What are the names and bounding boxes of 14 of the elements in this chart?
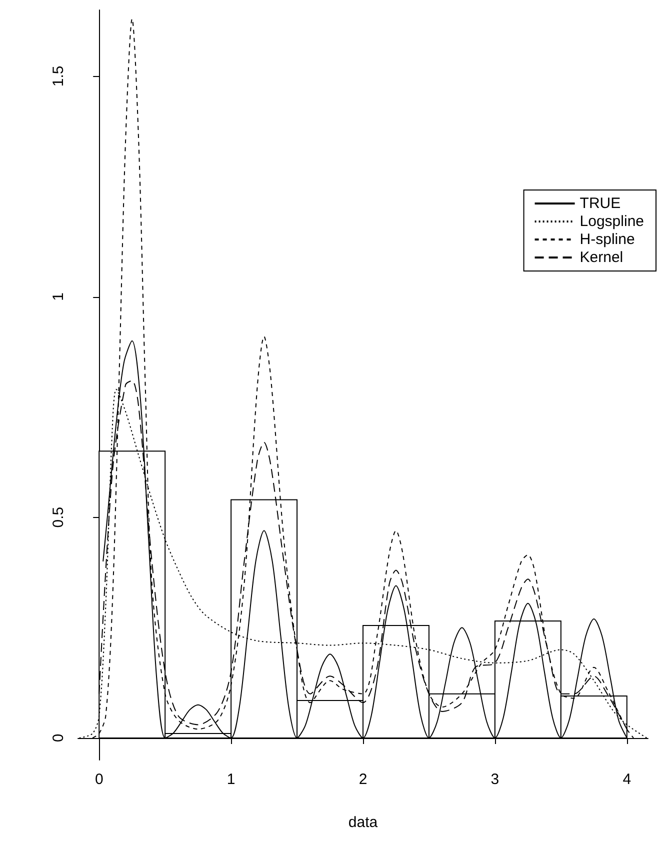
x-axis-title: data [348, 814, 378, 831]
y-tick-label: 0 [50, 734, 67, 742]
x-tick-label: 3 [490, 771, 500, 788]
x-tick-label: 2 [358, 771, 368, 788]
legend-label: Kernel [580, 249, 624, 266]
legend-label: Logspline [580, 213, 644, 230]
x-tick-label: 1 [226, 771, 236, 788]
x-tick-label: 4 [622, 771, 632, 788]
y-tick-label: 1.5 [50, 66, 67, 87]
legend-label: H-spline [580, 231, 635, 248]
y-tick-label: 1 [50, 292, 67, 301]
legend-label: TRUE [580, 195, 621, 212]
x-tick-label: 0 [94, 771, 104, 788]
y-tick-label: 0.5 [50, 506, 67, 528]
